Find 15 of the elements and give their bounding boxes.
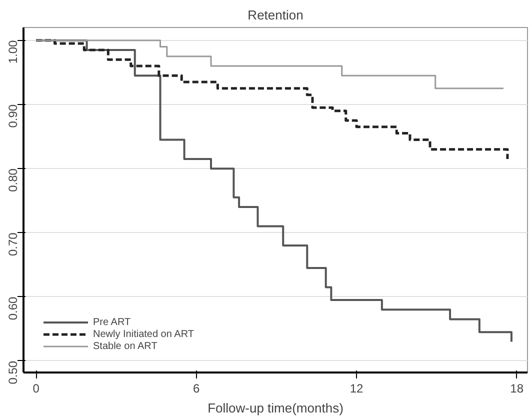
x-tick-label: 0 — [32, 382, 40, 396]
x-tick-label: 6 — [192, 382, 200, 396]
y-tick-label: 0.60 — [6, 296, 20, 320]
x-axis-title: Follow-up time(months) — [208, 400, 344, 416]
legend-label: Pre ART — [93, 316, 131, 328]
y-tick-label: 0.70 — [6, 232, 20, 256]
y-tick-label: 0.90 — [6, 104, 20, 128]
x-tick-label: 18 — [510, 382, 524, 396]
y-tick-label: 1.00 — [6, 40, 20, 64]
y-tick-label: 0.80 — [6, 168, 20, 192]
chart-title: Retention — [248, 8, 304, 22]
legend-label: Stable on ART — [93, 340, 158, 352]
x-tick-label: 12 — [350, 382, 364, 396]
y-tick-label: 0.50 — [6, 360, 20, 384]
legend-label: Newly Initiated on ART — [93, 328, 194, 340]
